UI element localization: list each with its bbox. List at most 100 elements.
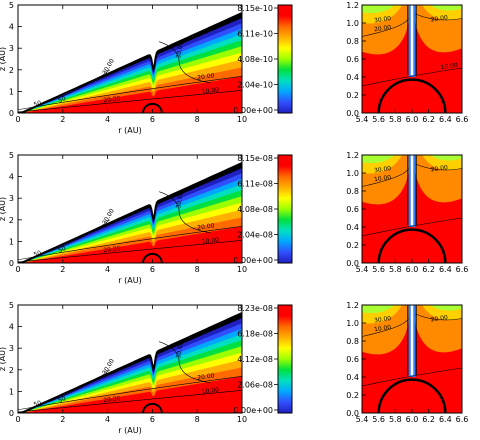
x-tick-label: 10 [237,265,247,274]
y-tick-label: 0.4 [346,373,359,382]
contour-line [415,313,462,321]
y-tick-label: 4 [9,323,14,332]
x-tick-label: 5.4 [356,265,369,274]
y-tick-label: 4 [9,173,14,182]
plot-frame [17,4,243,114]
y-tick-label: 1 [9,87,14,96]
x-tick-label: 6.2 [422,115,435,124]
contour-line [362,67,462,87]
y-axis-label: z (AU) [0,197,7,221]
y-tick-label: 0.2 [346,391,359,400]
contour-label: 20.00 [103,245,121,254]
x-tick-label: 5.6 [372,265,385,274]
hill-sphere [377,228,447,263]
plot-frame [17,304,243,414]
y-tick-label: 1.2 [346,301,359,310]
contour-label: 10.00 [440,62,458,71]
gap-core [410,5,414,76]
colorbar [277,4,293,114]
x-tick-label: 6 [150,265,155,274]
y-tick-label: 1.0 [346,319,359,328]
x-tick-label: 2 [60,115,65,124]
x-tick-label: 5.4 [356,115,369,124]
colorbar-tick-label: 2.06e-08 [237,381,273,390]
y-tick-label: 1.0 [346,19,359,28]
y-axis-label: z (AU) [0,47,7,71]
contour-line [362,318,409,337]
contour-label: 50 [33,99,43,108]
colorbar [277,304,293,414]
x-tick-label: 0 [15,415,20,424]
y-tick-label: 5 [9,301,14,310]
color-band [18,76,242,113]
y-tick-label: 1 [9,387,14,396]
contour-line [362,217,462,237]
y-tick-label: 4 [9,23,14,32]
contour-label: 30.00 [374,165,392,174]
y-tick-label: 0.0 [346,409,359,418]
y-tick-label: 2 [9,366,14,375]
contour-label: 10.00 [374,324,392,333]
x-tick-label: 5.8 [389,265,402,274]
colorbar-tick-label: 2.04e-08 [237,231,273,240]
contour-label: 30.00 [175,341,185,359]
y-tick-label: 3 [9,44,14,53]
x-tick-label: 6.6 [456,115,469,124]
y-tick-label: 2 [9,66,14,75]
colorbar-tick-label: 6.11e-08 [237,180,273,189]
contour-label: 50 [33,249,43,258]
y-tick-label: 5 [9,151,14,160]
hill-sphere [141,102,163,113]
x-tick-label: 5.8 [389,115,402,124]
gap-core [410,305,414,376]
contour-label: 10.00 [201,86,219,95]
contour-line [362,367,462,387]
x-axis-label: r (AU) [118,276,141,285]
y-tick-label: 0.0 [346,259,359,268]
x-tick-label: 5.8 [389,415,402,424]
x-tick-label: 4 [105,415,110,424]
y-tick-label: 0.0 [346,109,359,118]
color-band [18,376,242,413]
contour-label: 10.00 [201,386,219,395]
x-axis-label: r (AU) [118,126,141,135]
hill-sphere [377,78,447,113]
contour-line [18,90,242,113]
contour-label: 20.00 [103,395,121,404]
x-tick-label: 0 [15,265,20,274]
contour-line [35,219,111,257]
y-tick-label: 1.0 [346,169,359,178]
contour-label: 20.00 [430,164,448,173]
y-tick-label: 0.8 [346,337,359,346]
hill-sphere [141,402,163,413]
x-tick-label: 2 [60,415,65,424]
y-tick-label: 1 [9,237,14,246]
x-tick-label: 6.6 [456,265,469,274]
contour-line [18,390,242,413]
contour-line [35,69,111,107]
x-tick-label: 6.0 [406,265,419,274]
y-tick-label: 0.4 [346,73,359,82]
y-tick-label: 0.2 [346,91,359,100]
contour-label: 20.00 [197,72,215,81]
contour-line [362,18,409,37]
colorbar-tick-label: 0.00e+00 [233,406,273,415]
x-tick-label: 5.6 [372,415,385,424]
y-tick-label: 0.6 [346,55,359,64]
colorbar-tick-label: 0.00e+00 [233,256,273,265]
contour-label: 20.00 [430,14,448,23]
x-tick-label: 4 [105,265,110,274]
contour-label: 50 [57,395,67,405]
x-tick-label: 8 [195,115,200,124]
x-tick-label: 5.6 [372,115,385,124]
colorbar-tick-label: 8.23e-08 [237,304,273,313]
contour-line [35,369,111,407]
x-tick-label: 10 [237,415,247,424]
x-tick-label: 8 [195,415,200,424]
colorbar-tick-label: 8.15e-08 [237,154,273,163]
disk-surface [18,12,242,113]
contour-label: 30.00 [374,315,392,324]
